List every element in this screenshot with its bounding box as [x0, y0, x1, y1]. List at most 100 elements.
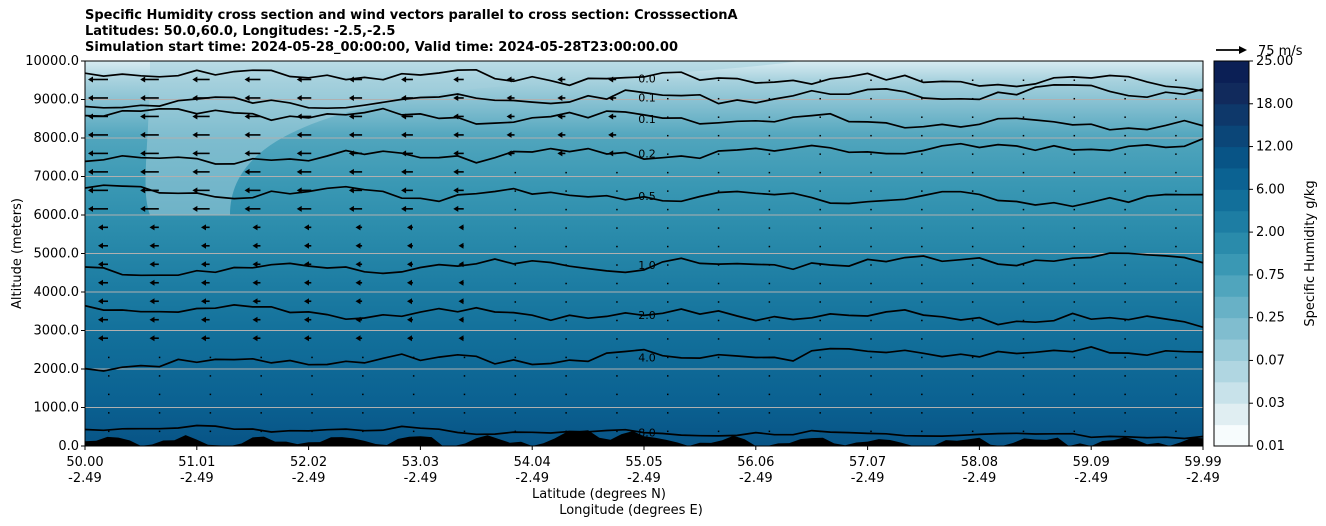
wind-vector — [616, 319, 618, 322]
wind-vector — [1124, 227, 1126, 229]
colorbar-tick-label: 0.01 — [1256, 439, 1285, 454]
wind-vector — [717, 79, 720, 81]
x-tick-label-lon: -2.49 — [627, 471, 661, 486]
wind-vector — [565, 375, 567, 377]
wind-vector — [819, 171, 821, 174]
wind-vector — [311, 393, 313, 396]
wind-vector — [870, 412, 872, 414]
wind-vector — [565, 190, 567, 192]
x-tick-label-lon: -2.49 — [292, 471, 326, 486]
wind-vector-head — [453, 76, 459, 83]
wind-vector — [1124, 375, 1126, 377]
wind-vector-head — [244, 76, 250, 83]
wind-vector — [870, 245, 872, 248]
wind-vector — [667, 356, 669, 359]
wind-vector — [870, 171, 872, 174]
title-line-3: Simulation start time: 2024-05-28_00:00:… — [85, 40, 678, 55]
wind-vector — [717, 245, 720, 248]
colorbar-segment — [1214, 189, 1249, 212]
wind-vector — [1124, 412, 1126, 414]
wind-vector — [1073, 171, 1076, 174]
wind-vector — [1073, 208, 1076, 211]
wind-vector — [1022, 134, 1025, 137]
x-tick-label-lat: 51.01 — [178, 455, 215, 470]
x-tick-label-lon: -2.49 — [68, 471, 102, 486]
wind-vector — [311, 375, 313, 377]
wind-vector — [1073, 79, 1076, 81]
wind-vector — [717, 208, 720, 211]
wind-vector-head — [608, 150, 614, 157]
wind-vector — [1073, 282, 1076, 285]
wind-vector — [1124, 264, 1126, 266]
wind-vector — [667, 190, 669, 192]
wind-vector — [1175, 153, 1177, 155]
wind-vector — [819, 282, 821, 285]
wind-vector-head — [407, 298, 412, 305]
wind-vector — [565, 264, 567, 266]
wind-vector — [616, 430, 618, 433]
wind-vector — [1175, 282, 1177, 285]
wind-vector — [565, 227, 567, 229]
wind-vector — [1022, 227, 1025, 229]
wind-vector — [565, 412, 567, 414]
wind-vector-head — [453, 113, 459, 120]
y-axis-label: Altitude (meters) — [10, 198, 25, 309]
wind-vector — [1175, 338, 1177, 340]
colorbar-segment — [1214, 167, 1249, 190]
wind-vector-head — [557, 131, 563, 138]
wind-vector — [1175, 245, 1177, 248]
wind-vector-head — [201, 316, 206, 323]
wind-vector — [971, 245, 974, 248]
wind-vector — [870, 116, 872, 118]
wind-vector — [819, 393, 821, 396]
wind-vector — [311, 356, 313, 359]
wind-vector — [819, 190, 821, 192]
wind-vector-head — [244, 187, 250, 194]
wind-vector-head — [348, 168, 354, 175]
wind-vector-head — [348, 94, 354, 101]
wind-vector — [616, 338, 618, 340]
wind-vector — [870, 301, 872, 303]
wind-vector — [1124, 171, 1126, 174]
wind-vector — [565, 356, 567, 359]
wind-vector-head — [98, 298, 103, 305]
wind-vector — [870, 264, 872, 266]
wind-vector — [1073, 264, 1076, 266]
contour-label: 1.0 — [638, 259, 656, 272]
wind-vector-head — [557, 150, 563, 157]
wind-vector — [870, 190, 872, 192]
wind-vector — [260, 356, 262, 359]
x-tick-label-lat: 50.00 — [66, 455, 103, 470]
wind-vector-head — [304, 316, 309, 323]
wind-vector — [921, 97, 923, 100]
wind-vector — [1175, 264, 1177, 266]
colorbar-segment — [1214, 381, 1249, 404]
wind-vector — [819, 245, 821, 248]
wind-vector — [717, 356, 720, 359]
wind-vector-head — [140, 205, 146, 212]
colorbar-label: Specific Humidity g/kg — [1303, 180, 1318, 326]
colorbar-segment — [1214, 232, 1249, 254]
wind-vector-head — [407, 224, 412, 231]
wind-vector — [1022, 319, 1025, 322]
wind-vector — [616, 282, 618, 285]
wind-vector — [362, 356, 364, 359]
contour-line — [85, 252, 1203, 277]
colorbar-segment — [1214, 339, 1249, 361]
y-tick-label: 9000.0 — [34, 93, 80, 108]
wind-vector — [717, 134, 720, 137]
y-tick-label: 2000.0 — [34, 362, 80, 377]
wind-vector-head — [458, 316, 464, 323]
title-line-2: Latitudes: 50.0,60.0, Longitudes: -2.5,-… — [85, 24, 396, 39]
wind-vector — [819, 338, 821, 340]
colorbar-tick-label: 18.00 — [1256, 97, 1293, 112]
wind-vector — [1124, 319, 1126, 322]
contour-line — [85, 346, 1203, 372]
contour-label: 0.0 — [638, 72, 656, 85]
wind-vector — [819, 208, 821, 211]
wind-vector — [667, 227, 669, 229]
wind-vector — [971, 116, 974, 118]
colorbar-segment — [1214, 274, 1249, 297]
colorbar-tick-label: 6.00 — [1256, 182, 1285, 197]
wind-vector — [565, 171, 567, 174]
